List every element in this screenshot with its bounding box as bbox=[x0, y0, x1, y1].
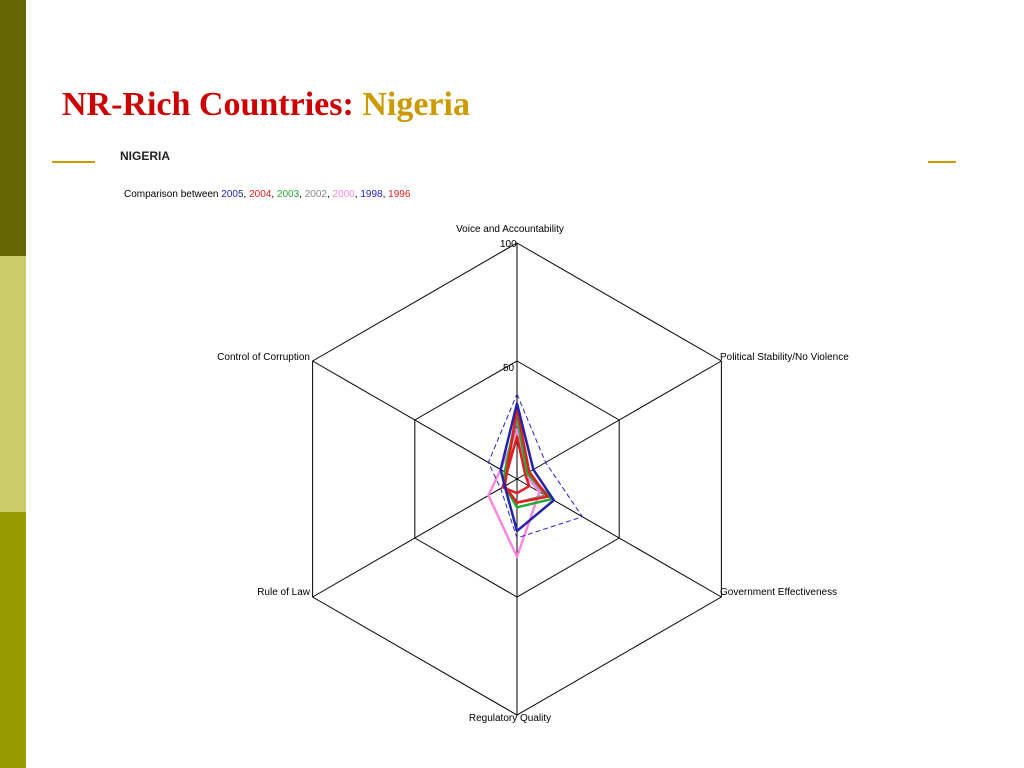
slide-title: NR-Rich Countries: Nigeria bbox=[62, 86, 470, 124]
radar-series bbox=[487, 393, 583, 559]
chart-subtitle: Comparison between 2005, 2004, 2003, 200… bbox=[124, 189, 410, 200]
legend-item: 2000 bbox=[332, 189, 355, 200]
tick-label: 50 bbox=[503, 363, 515, 374]
tick-label: 100 bbox=[500, 239, 517, 250]
axis-spoke bbox=[312, 360, 518, 480]
side-bar-middle bbox=[0, 256, 26, 512]
chart-subtitle-prefix: Comparison between bbox=[124, 189, 219, 200]
axis-label: Political Stability/No Violence bbox=[720, 352, 849, 363]
legend-years: 2005, 2004, 2003, 2002, 2000, 1998, 1996 bbox=[221, 189, 411, 200]
legend-item: 2003 bbox=[276, 189, 300, 200]
legend-item: 1998 bbox=[360, 189, 383, 200]
axis-label: Government Effectiveness bbox=[720, 587, 837, 598]
chart-title: NIGERIA bbox=[120, 149, 171, 163]
side-bar-top bbox=[0, 0, 26, 256]
series-2003-polygon bbox=[503, 411, 553, 509]
axis-label: Regulatory Quality bbox=[469, 713, 551, 724]
axis-spoke bbox=[312, 478, 518, 598]
legend-item: 2002 bbox=[304, 189, 327, 200]
title-rule-right bbox=[928, 161, 956, 163]
radar-grid bbox=[312, 242, 722, 716]
series-2004-polygon bbox=[503, 406, 549, 504]
axis-spoke bbox=[516, 360, 722, 480]
title-rule-left bbox=[52, 161, 95, 163]
side-bar-bottom bbox=[0, 512, 26, 768]
legend-item: 2004 bbox=[249, 189, 272, 200]
series-1998-polygon bbox=[487, 393, 583, 539]
legend-item: 2005 bbox=[221, 189, 244, 200]
legend-item: 1996 bbox=[388, 189, 411, 200]
radar-labels: Voice and Accountability Political Stabil… bbox=[217, 224, 849, 724]
axis-label: Rule of Law bbox=[257, 587, 311, 598]
series-2005-polygon bbox=[499, 402, 556, 533]
slide-title-accent: Nigeria bbox=[362, 86, 470, 123]
axis-label: Voice and Accountability bbox=[456, 224, 564, 235]
slide-title-main: NR-Rich Countries: bbox=[62, 86, 354, 123]
axis-label: Control of Corruption bbox=[217, 352, 310, 363]
